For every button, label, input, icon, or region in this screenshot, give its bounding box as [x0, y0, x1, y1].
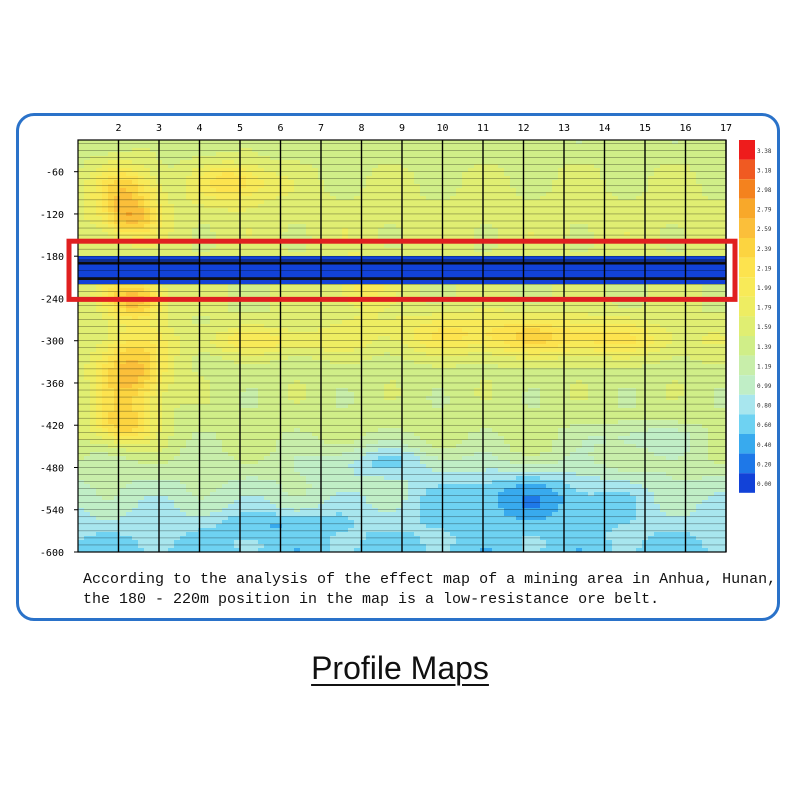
y-tick-label: -180 — [40, 252, 64, 263]
x-tick-label: 3 — [156, 123, 162, 134]
page-title: Profile Maps — [0, 650, 800, 687]
colorbar-swatch — [739, 159, 755, 180]
y-tick-label: -120 — [40, 210, 64, 221]
colorbar-label: 3.38 — [757, 148, 772, 155]
colorbar-swatch — [739, 316, 755, 336]
x-tick-label: 5 — [237, 123, 243, 134]
colorbar-label: 0.00 — [757, 481, 772, 488]
colorbar-label: 2.98 — [757, 187, 772, 194]
x-tick-label: 14 — [598, 123, 610, 134]
colorbar-swatch — [739, 296, 755, 317]
y-tick-label: -360 — [40, 379, 64, 390]
page-title-text: Profile Maps — [311, 650, 489, 686]
y-tick-label: -300 — [40, 337, 64, 348]
colorbar-label: 0.60 — [757, 422, 772, 429]
colorbar-swatch — [739, 414, 755, 434]
colorbar-label: 1.39 — [757, 344, 772, 351]
x-tick-label: 10 — [436, 123, 448, 134]
colorbar-swatch — [739, 453, 755, 474]
colorbar-label: 3.18 — [757, 167, 772, 174]
x-tick-label: 15 — [639, 123, 651, 134]
resistivity-profile-chart: 2 3 4 5 6 7 8 9 10 11 12 13 14 15 16 17 -60 -120 -180 -240 -… — [40, 123, 772, 559]
colorbar-label: 2.59 — [757, 226, 772, 233]
colorbar-swatch — [739, 218, 755, 238]
colorbar-swatch — [739, 238, 755, 258]
y-tick-label: -420 — [40, 421, 64, 432]
caption-line-1: According to the analysis of the effect … — [83, 571, 777, 588]
colorbar-swatch — [739, 257, 755, 278]
x-tick-label: 17 — [720, 123, 732, 134]
x-tick-label: 7 — [318, 123, 324, 134]
x-tick-label: 16 — [679, 123, 691, 134]
x-tick-label: 4 — [196, 123, 202, 134]
colorbar-label: 2.79 — [757, 207, 772, 214]
x-tick-label: 8 — [358, 123, 364, 134]
colorbar-swatch — [739, 434, 755, 454]
colorbar-label: 2.39 — [757, 246, 772, 253]
colorbar-swatch — [739, 198, 755, 219]
colorbar-label: 0.20 — [757, 461, 772, 468]
colorbar-label: 2.19 — [757, 265, 772, 272]
x-tick-label: 11 — [477, 123, 489, 134]
x-tick-label: 2 — [115, 123, 121, 134]
colorbar-label: 1.59 — [757, 324, 772, 331]
colorbar-swatch — [739, 179, 755, 199]
y-tick-label: -600 — [40, 548, 64, 559]
colorbar-label: 0.40 — [757, 442, 772, 449]
figure-caption: According to the analysis of the effect … — [83, 570, 777, 610]
x-tick-label: 9 — [399, 123, 405, 134]
colorbar-swatch — [739, 394, 755, 415]
colorbar-swatch — [739, 140, 755, 160]
colorbar-label: 1.19 — [757, 363, 772, 370]
colorbar-label: 1.79 — [757, 305, 772, 312]
colorbar-swatch — [739, 277, 755, 297]
colorbar-swatch — [739, 336, 755, 356]
colorbar-label: 1.99 — [757, 285, 772, 292]
colorbar-swatch — [739, 375, 755, 395]
colorbar-label: 0.80 — [757, 403, 772, 410]
colorbar-swatch — [739, 355, 755, 376]
x-tick-label: 12 — [517, 123, 529, 134]
ore-belt-highlight-box — [66, 238, 738, 302]
y-tick-label: -240 — [40, 294, 64, 305]
y-tick-label: -480 — [40, 463, 64, 474]
x-tick-label: 6 — [277, 123, 283, 134]
x-tick-label: 13 — [558, 123, 570, 134]
y-tick-label: -60 — [46, 168, 64, 179]
colorbar-swatch — [739, 473, 755, 493]
y-tick-label: -540 — [40, 506, 64, 517]
caption-line-2: the 180 - 220m position in the map is a … — [83, 591, 660, 608]
colorbar-label: 0.99 — [757, 383, 772, 390]
